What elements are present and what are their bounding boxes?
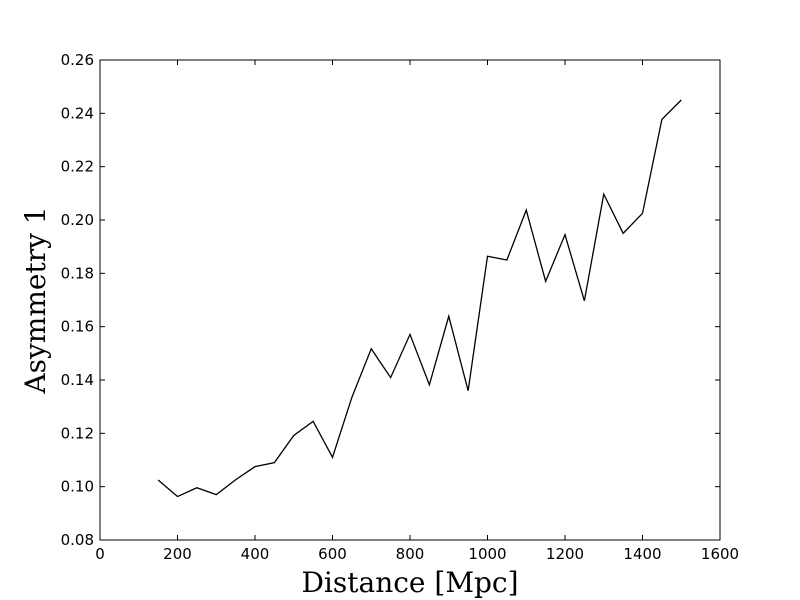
y-tick-label: 0.10 [61, 478, 94, 496]
axis-ticks [99, 59, 721, 541]
x-tick-label: 1400 [623, 545, 661, 563]
tick-labels: 0 200 400 600 800 1000 1200 1400 1600 0.08 0.10 0.1… [61, 51, 740, 563]
x-tick-label: 1000 [468, 545, 506, 563]
x-axis-label: Distance [Mpc] [301, 566, 518, 599]
x-tick-label: 600 [318, 545, 347, 563]
x-tick-label: 400 [241, 545, 270, 563]
y-tick-label: 0.22 [61, 158, 94, 176]
x-tick-label: 1200 [546, 545, 584, 563]
y-tick-label: 0.24 [61, 104, 94, 122]
y-tick-label: 0.16 [61, 318, 94, 336]
y-tick-label: 0.12 [61, 424, 94, 442]
y-tick-label: 0.08 [61, 531, 94, 549]
y-tick-label: 0.20 [61, 211, 94, 229]
series-line [157, 99, 682, 498]
x-tick-label: 800 [396, 545, 425, 563]
x-tick-label: 200 [163, 545, 192, 563]
y-axis-label: Asymmetry 1 [19, 206, 52, 394]
x-tick-label: 0 [95, 545, 105, 563]
y-tick-label: 0.14 [61, 371, 94, 389]
y-tick-label: 0.26 [61, 51, 94, 69]
series-layer [157, 99, 682, 498]
plot-frame [99, 59, 721, 541]
x-tick-label: 1600 [701, 545, 739, 563]
y-tick-label: 0.18 [61, 264, 94, 282]
